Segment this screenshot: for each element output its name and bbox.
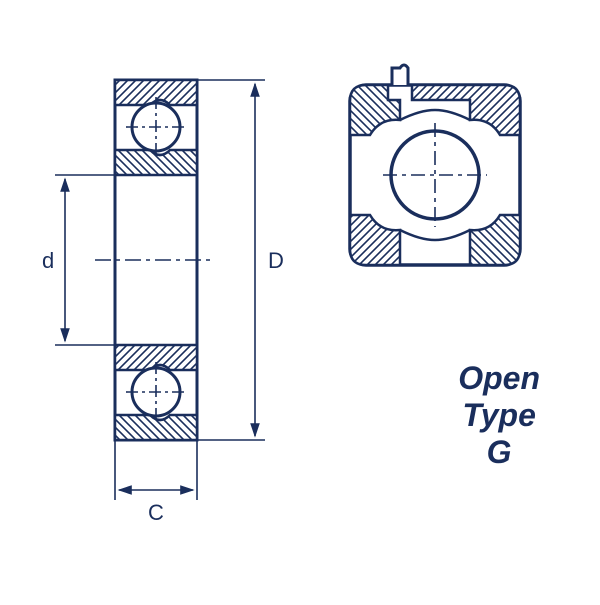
title-line-1: Open [458,360,540,397]
title-line-3: G [458,434,540,471]
left-cross-section [95,80,215,440]
title-line-2: Type [458,397,540,434]
bearing-diagram: D d C [0,0,600,600]
dim-label-c: C [148,500,164,525]
dim-label-D: D [268,248,284,273]
dim-label-d: d [42,248,54,273]
dimension-d-outer: D [197,80,284,440]
right-detail-section [350,65,520,265]
dimension-c: C [115,440,197,525]
title-block: Open Type G [458,360,540,470]
